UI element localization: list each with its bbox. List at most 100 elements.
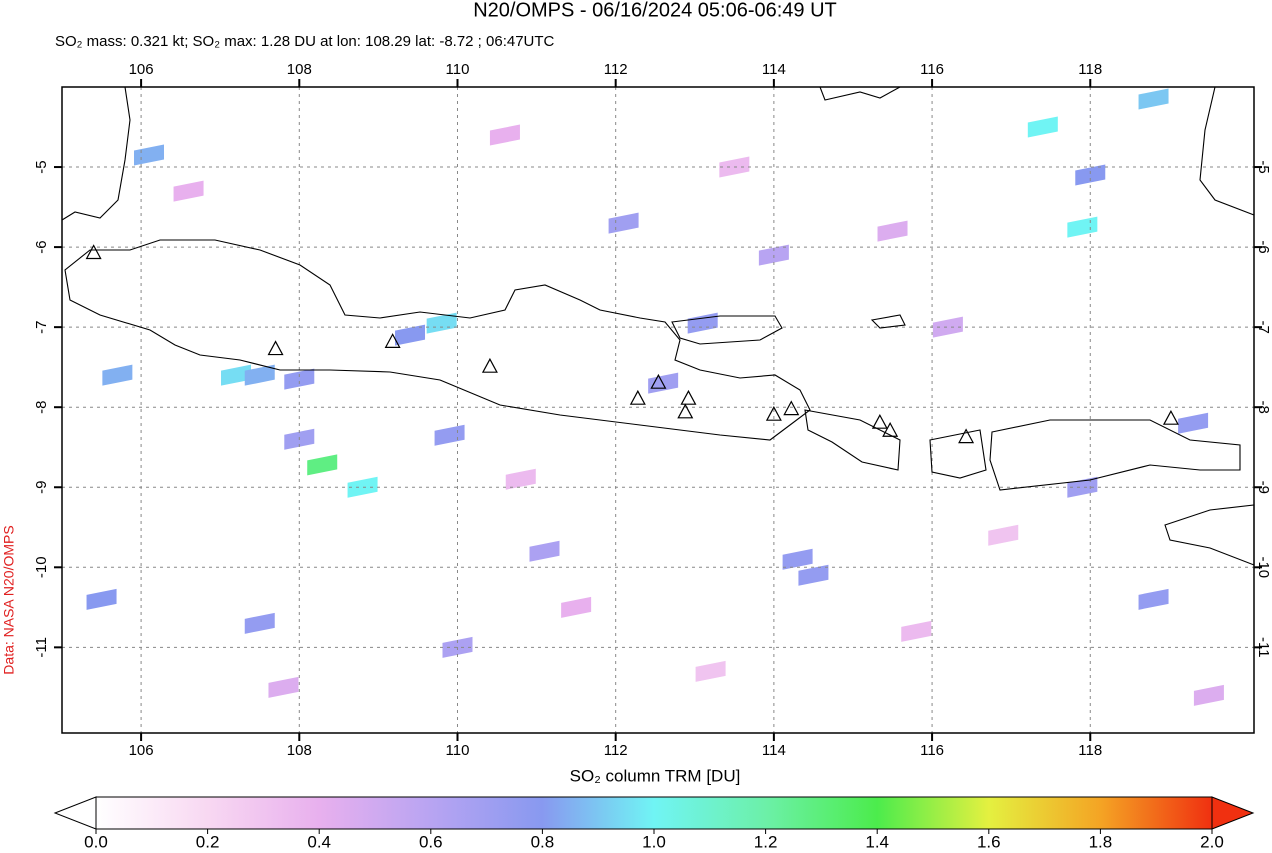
- so2-pixel: [1075, 164, 1106, 186]
- x-tick-label: 118: [1078, 61, 1102, 78]
- colorbar-tick-label: 1.4: [865, 832, 889, 851]
- so2-pixel: [284, 368, 315, 390]
- volcano-marker: [267, 340, 284, 356]
- so2-pixel: [221, 364, 252, 386]
- colorbar-tick-label: 1.2: [754, 832, 778, 851]
- so2-pixel: [608, 212, 639, 234]
- y-tick-label: -10: [33, 556, 50, 578]
- y-tick-label: -9: [1255, 481, 1272, 494]
- colorbar-tick-label: 0.4: [307, 832, 331, 851]
- volcano-marker: [871, 413, 888, 429]
- so2-pixel: [86, 588, 117, 610]
- coast-sumatra: [61, 86, 131, 221]
- volcano-marker: [1162, 409, 1179, 425]
- volcano-marker: [680, 389, 697, 405]
- coast-sumba: [1164, 504, 1255, 566]
- x-tick-label: 106: [129, 61, 154, 78]
- x-tick-label: 118: [1078, 742, 1102, 759]
- volcano-marker: [765, 405, 782, 421]
- coast-kangean: [870, 314, 906, 329]
- coast-sumbawa: [989, 419, 1241, 491]
- x-tick-label: 116: [920, 61, 944, 78]
- colorbar-tick-label: 2.0: [1200, 832, 1224, 851]
- subtitle: SO₂ mass: 0.321 kt; SO₂ max: 1.28 DU at …: [55, 33, 555, 50]
- axes: 106 106 108 108 110 110 112 112 114 114 116 116 118 1…: [33, 61, 1272, 759]
- y-tick-label: -7: [1255, 320, 1272, 333]
- so2-pixel: [1138, 588, 1169, 610]
- so2-pixel: [1138, 88, 1169, 110]
- so2-pixel: [687, 312, 718, 334]
- so2-pixel: [988, 524, 1019, 546]
- volcano-marker: [650, 373, 667, 389]
- colorbar-tick-label: 1.6: [977, 832, 1001, 851]
- coast-borneo: [819, 86, 901, 101]
- so2-pixel: [102, 364, 133, 386]
- y-tick-label: -6: [33, 240, 50, 253]
- so2-pixel: [244, 612, 275, 634]
- so2-pixel: [529, 540, 560, 562]
- colorbar-tick-label: 0.8: [531, 832, 555, 851]
- coast-sulawesi: [1199, 86, 1255, 216]
- colorbar-tick-label: 0.0: [84, 832, 108, 851]
- x-tick-label: 114: [762, 742, 786, 759]
- coast-java: [64, 239, 811, 441]
- so2-pixel: [782, 548, 813, 570]
- y-tick-label: -7: [33, 320, 50, 333]
- so2-pixel: [1027, 116, 1058, 138]
- so2-pixel: [347, 476, 378, 498]
- so2-pixel: [1178, 412, 1209, 434]
- so2-pixel: [901, 620, 932, 642]
- colorbar-tick-label: 1.8: [1089, 832, 1113, 851]
- so2-pixel: [561, 596, 592, 618]
- volcano-marker: [677, 403, 694, 419]
- so2-pixel: [268, 676, 299, 698]
- x-tick-label: 106: [129, 742, 154, 759]
- volcano-marker: [384, 333, 401, 348]
- volcano-marker: [882, 421, 899, 437]
- y-tick-label: -8: [1255, 401, 1272, 414]
- y-tick-label: -5: [1255, 160, 1272, 173]
- colorbar-tick-label: 1.0: [642, 832, 666, 851]
- volcano-marker: [629, 389, 646, 405]
- grid-layer: [62, 87, 1254, 733]
- x-tick-label: 112: [604, 742, 628, 759]
- so2-pixel: [426, 312, 457, 334]
- y-tick-label: -5: [33, 160, 50, 173]
- x-tick-label: 110: [446, 61, 470, 78]
- colorbar-tick-label: 0.6: [419, 832, 443, 851]
- x-tick-label: 110: [446, 742, 470, 759]
- colorbar-body: [95, 796, 1213, 830]
- colorbar-label: SO₂ column TRM [DU]: [570, 766, 741, 785]
- x-tick-label: 116: [920, 742, 944, 759]
- volcano-marker: [85, 244, 102, 260]
- so2-pixel: [505, 468, 536, 490]
- so2-pixel: [434, 424, 465, 446]
- volcano-marker: [481, 357, 498, 373]
- so2-pixel: [489, 124, 520, 146]
- coast-madura: [671, 315, 783, 345]
- colorbar: 0.0 0.2 0.4 0.6 0.8 1.0 1.2 1.4 1.6 1.8 2.0: [53, 796, 1255, 851]
- so2-pixel: [1193, 684, 1224, 706]
- colorbar-under: [53, 796, 97, 830]
- volcano-marker: [783, 400, 800, 416]
- so2-pixel: [395, 324, 426, 346]
- y-tick-label: -10: [1255, 556, 1272, 578]
- colorbar-over: [1211, 796, 1255, 830]
- x-tick-label: 112: [604, 61, 628, 78]
- x-tick-label: 108: [287, 61, 312, 78]
- colorbar-tick-label: 0.2: [196, 832, 220, 851]
- credit: Data: NASA N20/OMPS: [1, 525, 17, 674]
- map-frame: [61, 86, 1255, 734]
- y-tick-label: -11: [33, 637, 50, 658]
- x-tick-label: 108: [287, 742, 312, 759]
- title: N20/OMPS - 06/16/2024 05:06-06:49 UT: [473, 0, 837, 21]
- y-tick-label: -9: [33, 481, 50, 494]
- so2-pixel: [134, 144, 165, 166]
- coastlines: [61, 86, 1255, 566]
- so2-pixel: [932, 316, 963, 338]
- so2-pixel: [1067, 216, 1098, 238]
- y-tick-label: -6: [1255, 240, 1272, 253]
- coast-lombok: [929, 429, 987, 479]
- so2-pixel: [695, 660, 726, 682]
